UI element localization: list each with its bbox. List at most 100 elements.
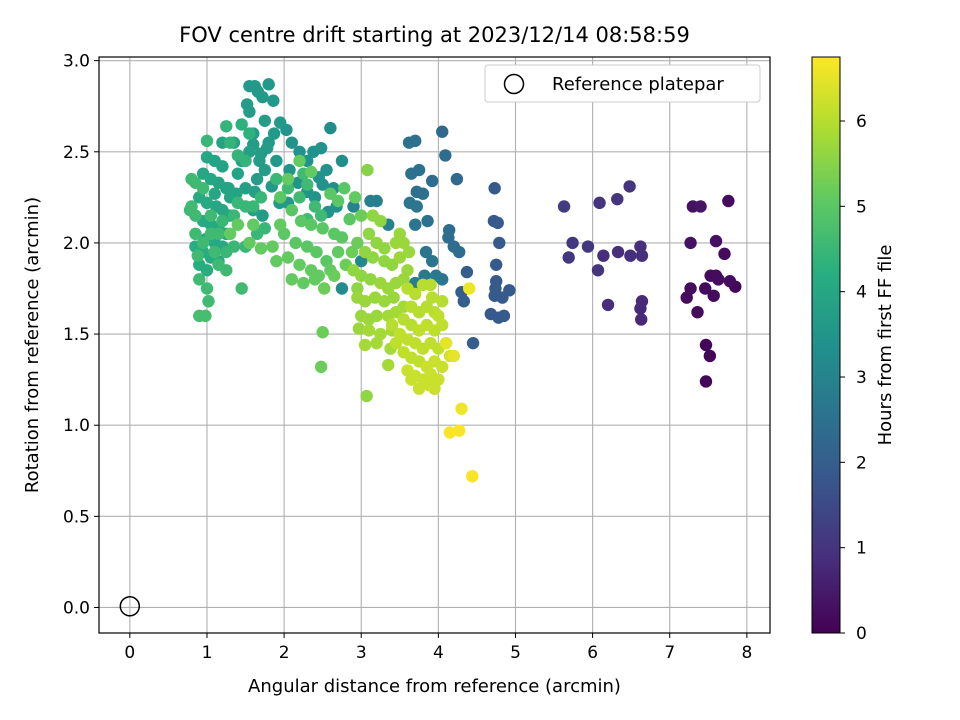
scatter-point [442,231,455,244]
scatter-point [320,163,333,177]
scatter-point [220,182,233,195]
scatter-point [439,336,453,350]
scatter-point [410,200,423,213]
scatter-point [409,287,422,301]
scatter-point [314,360,328,374]
colorbar: 0 1 2 3 4 5 6 Hours from first FF file [811,56,896,644]
scatter-point [258,222,272,235]
scatter-point [243,127,256,140]
scatter-point [635,249,649,262]
scatter-point [593,196,606,210]
y-axis-label: Rotation from reference (arcmin) [22,197,43,493]
scatter-point [250,172,264,186]
scatter-point [370,194,383,208]
x-tick-label: 3 [356,643,367,663]
scatter-point [256,90,269,104]
scatter-point [432,309,445,323]
scatter-point [212,227,225,241]
scatter-point [490,258,503,271]
scatter-point [370,309,383,323]
scatter-point [196,236,210,250]
scatter-point [393,227,406,241]
scatter-point [355,209,368,222]
scatter-point [421,214,434,228]
scatter-point [328,269,341,282]
scatter-point [200,134,214,148]
scatter-point [281,172,295,186]
scatter-point [419,245,433,259]
scatter-point [258,114,272,127]
scatter-point [335,282,349,295]
scatter-point [316,222,329,235]
scatter-point [581,240,595,253]
colorbar-tick-label: 5 [856,197,867,217]
colorbar-tick-label: 3 [856,368,867,388]
scatter-point [243,105,256,118]
scatter-point [358,338,372,352]
scatter-point [293,258,306,271]
scatter-point [410,185,423,199]
scatter-point [267,94,280,107]
scatter-point [405,373,418,386]
scatter-point [293,191,306,204]
chart-title: FOV centre drift starting at 2023/12/14 … [179,23,690,47]
scatter-point [343,213,356,226]
scatter-point [270,254,283,268]
scatter-point [493,236,506,250]
scatter-point [285,136,299,149]
scatter-point [401,264,414,277]
scatter-point [402,245,416,259]
scatter-point [466,336,480,350]
x-tick-label: 1 [202,643,213,663]
scatter-point [436,295,449,308]
scatter-point [623,180,636,193]
scatter-point [293,145,306,158]
scatter-point [267,127,281,140]
scatter-point [316,326,329,339]
scatter-point [200,282,214,295]
scatter-point [204,209,218,222]
scatter-point [362,227,376,241]
scatter-point [497,309,511,323]
y-tick-label: 0.0 [63,598,90,618]
scatter-point [231,196,245,210]
scatter-point [216,214,229,228]
scatter-point [223,227,237,241]
scatter-point [402,136,416,149]
y-tick-label: 1.5 [63,325,90,345]
scatter-point [393,251,406,264]
scatter-point [247,218,260,231]
scatter-point [425,254,439,268]
scatter-point [491,216,504,230]
scatter-point [634,240,647,253]
scatter-point [634,313,648,326]
x-tick-label: 5 [510,643,521,663]
scatter-point [285,203,299,217]
scatter-point [452,245,466,259]
scatter-point [358,295,372,308]
scatter-point [231,167,245,180]
scatter-point [256,209,269,222]
scatter-point [611,192,624,206]
legend-box [484,64,761,103]
scatter-point [378,242,391,255]
scatter-point [418,269,431,282]
scatter-point [231,218,245,231]
scatter-point [208,245,221,259]
scatter-point [699,375,713,388]
x-axis-label: Angular distance from reference (arcmin) [248,676,621,697]
colorbar-ticks: 0 1 2 3 4 5 6 [840,112,867,644]
scatter-point [360,389,373,403]
scatter-point [274,116,287,129]
scatter-point [281,251,295,264]
x-tick-label: 0 [124,643,135,663]
scatter-point [308,191,322,204]
scatter-point [266,240,279,253]
scatter-point [227,240,241,253]
y-tick-label: 0.5 [63,507,90,527]
scatter-point [409,218,422,231]
scatter-point [335,231,349,244]
scatter-point [274,191,287,204]
scatter-point [566,236,579,250]
